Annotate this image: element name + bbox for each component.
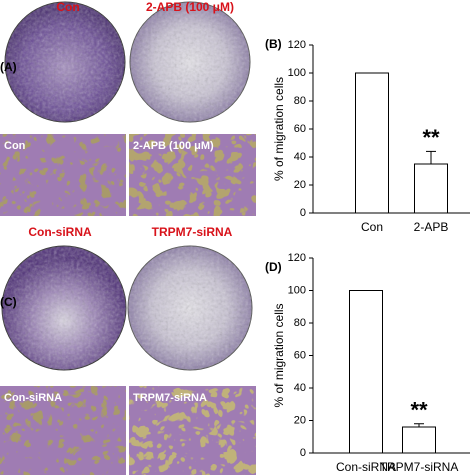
y-tick-label: 100 [288,284,306,296]
y-tick-label: 20 [294,179,306,191]
x-tick-label: 2-APB [414,220,449,234]
micrograph-label: Con [4,140,26,152]
micrograph-label: 2-APB (100 μM) [133,140,214,152]
y-tick-label: 120 [288,39,306,51]
panel-label: (A) [0,60,17,74]
dish-texture [2,246,126,370]
micrograph-cells [0,386,126,475]
y-tick-label: 60 [294,123,306,135]
y-tick-label: 40 [294,151,306,163]
significance: ** [422,125,440,150]
panel-label: (B) [265,37,282,51]
panel-label: (D) [265,260,282,274]
panel-label: (C) [0,295,17,309]
y-tick-label: 20 [294,414,306,426]
dish-texture [5,2,125,122]
x-tick-label: Con [361,220,383,234]
y-tick-label: 0 [300,447,306,459]
micrograph-label: Con-siRNA [4,392,62,404]
y-tick-label: 40 [294,382,306,394]
micrograph-cells [0,134,126,216]
micrograph-cells [129,134,256,216]
panel-a-photos [0,1,256,216]
y-tick-label: 60 [294,349,306,361]
x-tick-label: Con-siRNA [336,460,396,474]
dish-label: 2-APB (100 μM) [146,0,234,14]
y-tick-label: 0 [300,207,306,219]
y-tick-label: 80 [294,95,306,107]
bar [402,426,436,454]
bar [355,72,389,214]
y-axis-label: % of migration cells [272,303,286,407]
panel-c-photos [0,245,256,475]
dish-label: TRPM7-siRNA [152,225,233,239]
dish-texture [130,2,250,122]
dish-texture [128,246,252,370]
bar [349,290,383,454]
dish-label: Con [56,0,79,14]
x-tick-label: TRPM7-siRNA [380,460,459,474]
micrograph-label: TRPM7-siRNA [133,392,207,404]
dish-label: Con-siRNA [28,225,92,239]
significance: ** [410,398,428,423]
micrograph-cells [129,386,256,475]
y-tick-label: 100 [288,67,306,79]
y-tick-label: 120 [288,252,306,264]
y-axis-label: % of migration cells [272,77,286,181]
bar [414,163,448,214]
y-tick-label: 80 [294,317,306,329]
